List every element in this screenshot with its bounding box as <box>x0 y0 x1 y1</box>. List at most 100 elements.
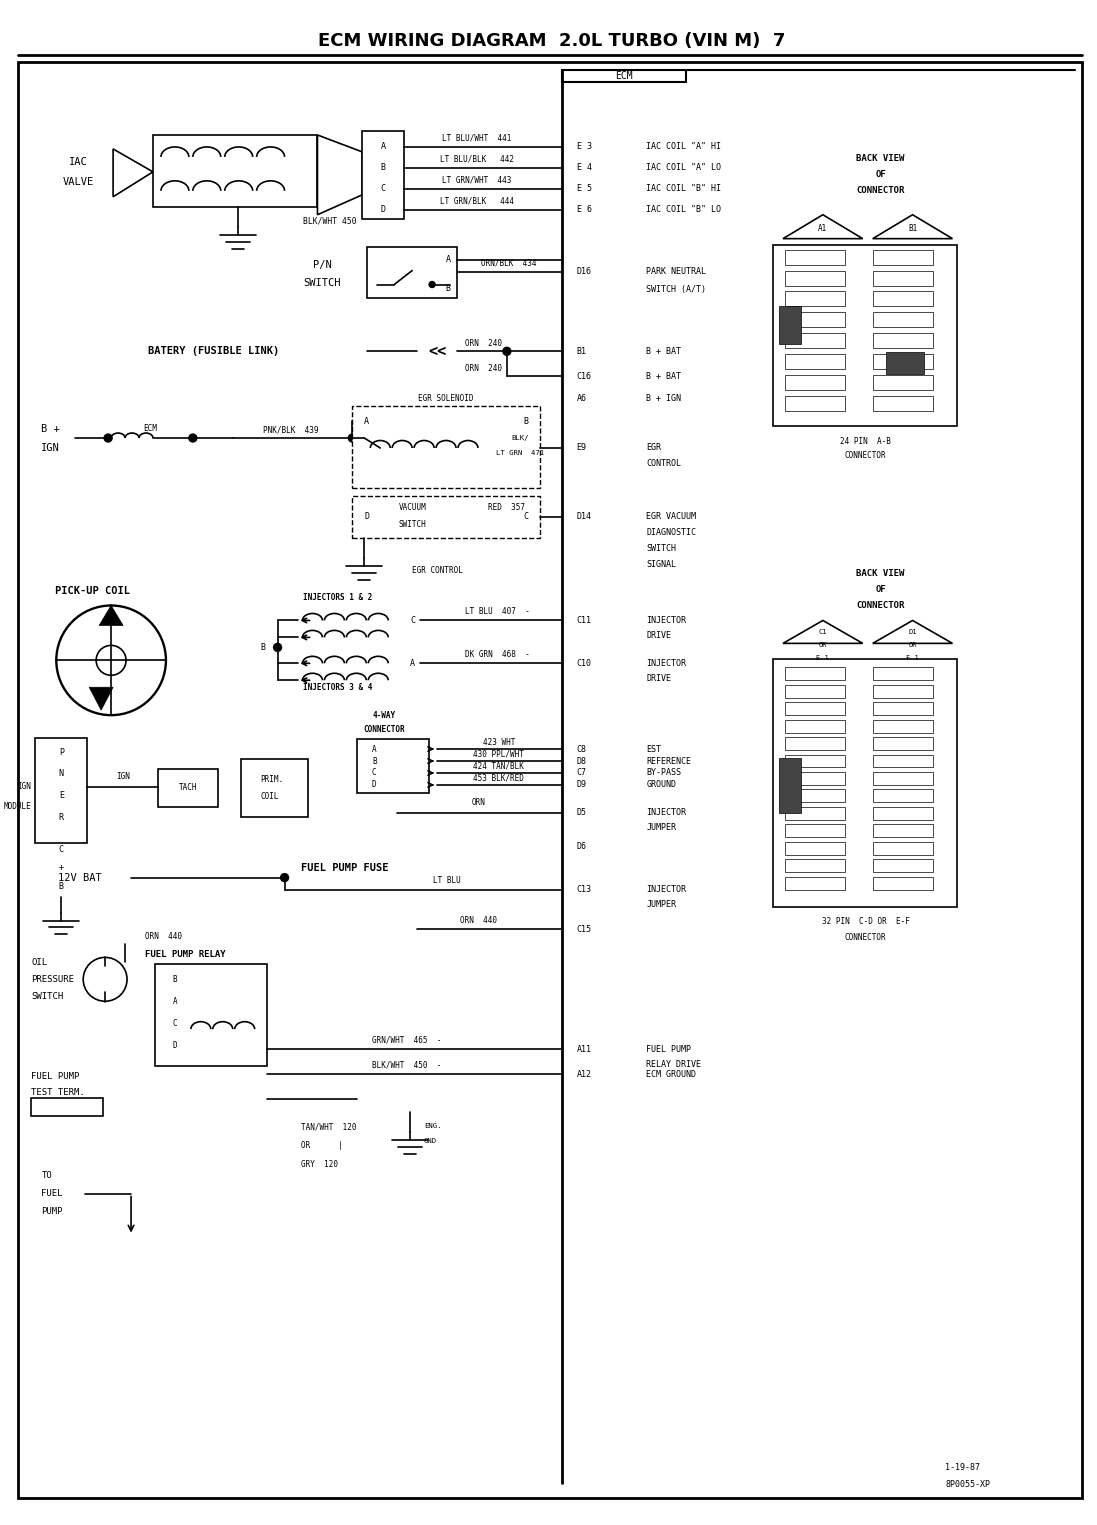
Text: A: A <box>372 744 376 753</box>
Text: INJECTOR: INJECTOR <box>646 616 687 625</box>
Text: FUEL PUMP RELAY: FUEL PUMP RELAY <box>145 950 226 959</box>
Bar <box>785 737 845 750</box>
Text: SWITCH (A/T): SWITCH (A/T) <box>646 285 706 294</box>
Text: EGR: EGR <box>646 444 661 453</box>
Polygon shape <box>317 136 362 215</box>
Circle shape <box>56 605 166 715</box>
Text: C16: C16 <box>577 372 591 381</box>
Text: IAC: IAC <box>69 157 88 166</box>
Text: A1: A1 <box>818 224 827 233</box>
Text: B + BAT: B + BAT <box>646 346 681 355</box>
Circle shape <box>281 874 289 881</box>
Text: C: C <box>381 185 386 194</box>
Bar <box>873 313 932 328</box>
Text: BLK/WHT 450: BLK/WHT 450 <box>303 217 357 226</box>
Text: E 6: E 6 <box>577 206 591 214</box>
Bar <box>785 755 845 767</box>
Text: B: B <box>445 284 451 293</box>
Bar <box>785 270 845 285</box>
Bar <box>785 334 845 348</box>
Polygon shape <box>113 149 152 197</box>
Bar <box>785 842 845 854</box>
Text: C8: C8 <box>577 744 587 753</box>
Text: DRIVE: DRIVE <box>646 631 671 640</box>
Bar <box>873 702 932 715</box>
Text: IAC COIL "B" LO: IAC COIL "B" LO <box>646 206 722 214</box>
Text: A: A <box>364 416 370 425</box>
Bar <box>785 825 845 837</box>
Text: A12: A12 <box>577 1069 591 1078</box>
Text: E9: E9 <box>577 444 587 453</box>
Text: CONNECTOR: CONNECTOR <box>845 933 886 942</box>
Text: ORN  240: ORN 240 <box>465 339 502 348</box>
Bar <box>785 396 845 412</box>
Bar <box>873 772 932 785</box>
Text: OR      |: OR | <box>301 1141 342 1150</box>
Text: LT GRN/BLK   444: LT GRN/BLK 444 <box>440 197 514 206</box>
Text: IAC COIL "B" HI: IAC COIL "B" HI <box>646 185 722 194</box>
Text: JUMPER: JUMPER <box>646 824 677 833</box>
Polygon shape <box>873 621 952 644</box>
Text: LT BLU  407  -: LT BLU 407 - <box>464 607 529 616</box>
Bar <box>785 859 845 872</box>
Text: 1-19-87: 1-19-87 <box>946 1464 981 1472</box>
Text: C1: C1 <box>818 630 827 636</box>
Text: COIL: COIL <box>261 793 279 802</box>
Text: EST: EST <box>646 744 661 753</box>
Text: D: D <box>372 781 376 790</box>
Text: INJECTOR: INJECTOR <box>646 884 687 894</box>
Text: RELAY DRIVE: RELAY DRIVE <box>646 1060 701 1069</box>
Text: D: D <box>364 512 370 522</box>
Text: JUMPER: JUMPER <box>646 900 677 909</box>
Text: GRY  120: GRY 120 <box>301 1161 338 1170</box>
Text: E 3: E 3 <box>577 142 591 151</box>
Bar <box>873 720 932 732</box>
Text: FUEL: FUEL <box>42 1190 63 1199</box>
Bar <box>785 668 845 680</box>
Text: MODULE: MODULE <box>3 802 32 811</box>
Text: TO: TO <box>42 1171 52 1180</box>
Text: VALVE: VALVE <box>63 177 94 188</box>
Text: D1: D1 <box>908 630 917 636</box>
Text: CONTROL: CONTROL <box>646 459 681 468</box>
Bar <box>785 720 845 732</box>
Text: E 4: E 4 <box>577 163 591 172</box>
Bar <box>779 307 801 345</box>
Circle shape <box>189 435 196 442</box>
Text: RED  357: RED 357 <box>488 503 525 512</box>
Text: ECM GROUND: ECM GROUND <box>646 1069 697 1078</box>
Text: C: C <box>372 769 376 778</box>
Text: E 5: E 5 <box>577 185 591 194</box>
Text: SWITCH: SWITCH <box>304 278 341 288</box>
Text: IAC COIL "A" LO: IAC COIL "A" LO <box>646 163 722 172</box>
Bar <box>362 131 404 218</box>
Text: 424 TAN/BLK: 424 TAN/BLK <box>474 761 524 770</box>
Text: 32 PIN  C-D OR  E-F: 32 PIN C-D OR E-F <box>822 917 909 926</box>
Text: INJECTOR: INJECTOR <box>646 808 687 817</box>
Bar <box>152 136 317 207</box>
Bar <box>873 354 932 369</box>
Text: C: C <box>59 845 64 854</box>
Text: C15: C15 <box>577 926 591 933</box>
Text: C13: C13 <box>577 884 591 894</box>
Bar <box>873 877 932 889</box>
Bar <box>873 807 932 820</box>
Bar <box>873 825 932 837</box>
Bar <box>773 244 958 425</box>
Text: A6: A6 <box>577 393 587 403</box>
Circle shape <box>429 282 436 288</box>
Text: B: B <box>381 163 386 172</box>
Text: D: D <box>172 1040 178 1049</box>
Text: 12V BAT: 12V BAT <box>58 872 102 883</box>
Text: OF: OF <box>875 171 886 180</box>
Text: P: P <box>59 747 64 756</box>
Text: D9: D9 <box>577 781 587 790</box>
Text: REFERENCE: REFERENCE <box>646 756 691 766</box>
Text: BACK VIEW: BACK VIEW <box>857 569 905 578</box>
Text: D16: D16 <box>577 267 591 276</box>
Text: EGR SOLENOID: EGR SOLENOID <box>418 393 474 403</box>
Polygon shape <box>783 621 862 644</box>
Text: PRIM.: PRIM. <box>261 775 284 784</box>
Text: FUEL PUMP: FUEL PUMP <box>32 1072 80 1081</box>
Bar <box>873 334 932 348</box>
